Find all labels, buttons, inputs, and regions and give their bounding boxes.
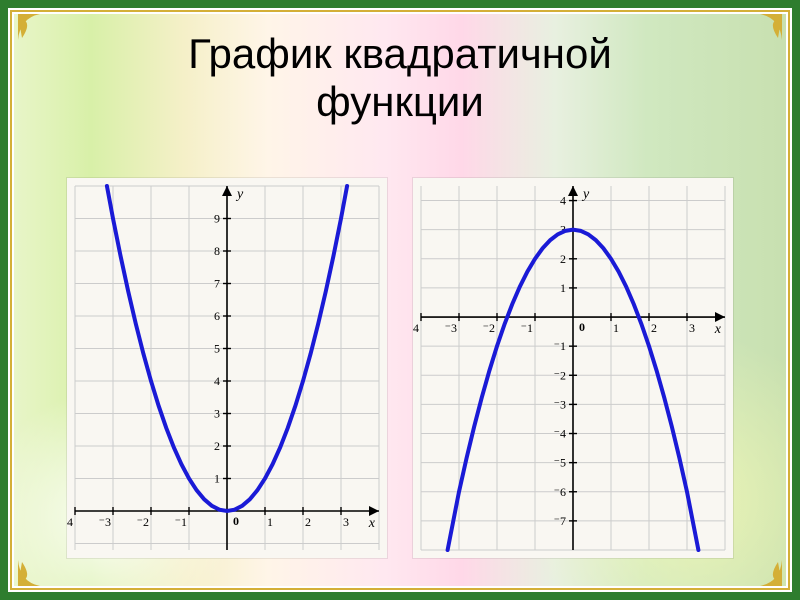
svg-text:⁻5: ⁻5 xyxy=(554,456,566,470)
svg-text:2: 2 xyxy=(305,515,311,529)
svg-text:3: 3 xyxy=(214,407,220,421)
svg-text:6: 6 xyxy=(214,309,220,323)
svg-text:⁻1: ⁻1 xyxy=(554,339,566,353)
slide-frame: График квадратичнойфункции ⁻4 ⁻3 ⁻2 ⁻1 1 2 3 1 2… xyxy=(0,0,800,600)
svg-text:x: x xyxy=(368,516,376,531)
title-line-1: График квадратичной xyxy=(8,30,792,78)
svg-text:y: y xyxy=(581,187,590,202)
svg-text:1: 1 xyxy=(560,281,566,295)
svg-text:3: 3 xyxy=(689,321,695,335)
svg-text:5: 5 xyxy=(214,342,220,356)
svg-text:4: 4 xyxy=(560,194,566,208)
right-chart: ⁻4⁻3⁻2⁻1123⁻7⁻6⁻5⁻4⁻3⁻2⁻112340xy xyxy=(413,178,733,558)
svg-text:2: 2 xyxy=(214,439,220,453)
svg-text:2: 2 xyxy=(651,321,657,335)
svg-text:7: 7 xyxy=(214,277,220,291)
svg-text:3: 3 xyxy=(343,515,349,529)
title-line-2: функции xyxy=(8,78,792,126)
svg-text:0: 0 xyxy=(579,320,585,334)
svg-text:1: 1 xyxy=(267,515,273,529)
svg-text:⁻2: ⁻2 xyxy=(137,515,149,529)
svg-text:⁻4: ⁻4 xyxy=(67,515,73,529)
svg-text:⁻2: ⁻2 xyxy=(554,368,566,382)
svg-text:⁻1: ⁻1 xyxy=(521,321,533,335)
svg-text:1: 1 xyxy=(613,321,619,335)
charts-row: ⁻4 ⁻3 ⁻2 ⁻1 1 2 3 1 2 3 4 5 6 7 8 9 0 x y ⁻4 ⁻3 ⁻2 ⁻1 1 2 3 ⁻7 ⁻6 ⁻… xyxy=(66,178,734,552)
svg-text:1: 1 xyxy=(214,472,220,486)
svg-text:⁻6: ⁻6 xyxy=(554,485,566,499)
svg-text:8: 8 xyxy=(214,244,220,258)
svg-text:2: 2 xyxy=(560,252,566,266)
svg-text:⁻2: ⁻2 xyxy=(483,321,495,335)
svg-text:0: 0 xyxy=(233,514,239,528)
svg-text:⁻3: ⁻3 xyxy=(554,397,566,411)
svg-text:⁻3: ⁻3 xyxy=(99,515,111,529)
svg-text:⁻3: ⁻3 xyxy=(445,321,457,335)
svg-text:⁻1: ⁻1 xyxy=(175,515,187,529)
slide-title: График квадратичнойфункции xyxy=(8,30,792,127)
svg-text:4: 4 xyxy=(214,374,220,388)
svg-text:⁻7: ⁻7 xyxy=(554,514,566,528)
svg-text:x: x xyxy=(714,322,722,337)
svg-text:y: y xyxy=(235,187,244,202)
svg-text:9: 9 xyxy=(214,212,220,226)
left-chart: ⁻4 ⁻3 ⁻2 ⁻1 1 2 3 1 2 3 4 5 6 7 8 9 0 x y xyxy=(67,178,387,558)
svg-text:⁻4: ⁻4 xyxy=(554,427,566,441)
svg-text:⁻4: ⁻4 xyxy=(413,321,419,335)
